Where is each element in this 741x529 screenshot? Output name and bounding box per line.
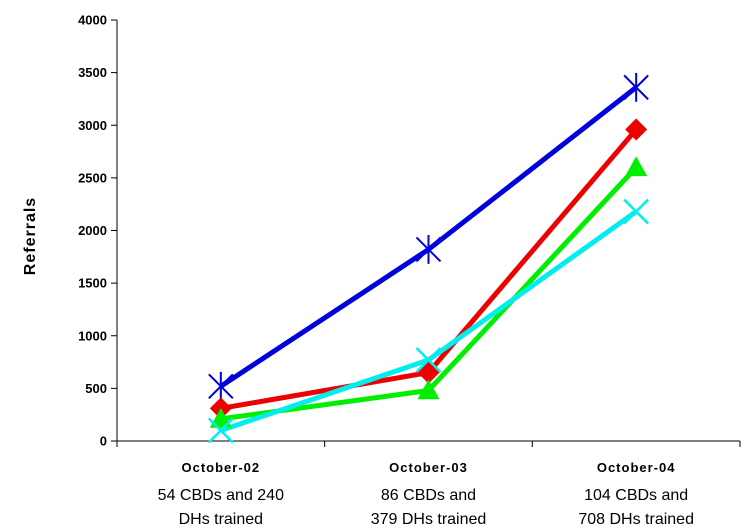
x-category-subtitle: 86 CBDs and [381,487,476,504]
y-tick-label: 2000 [78,223,107,238]
y-axis-label: Referrals [22,197,39,275]
y-tick-label: 0 [100,434,107,449]
y-tick-label: 1500 [78,276,107,291]
y-tick-label: 2500 [78,170,107,185]
data-point [623,198,650,225]
y-tick-label: 500 [85,381,107,396]
data-point [209,407,232,428]
series-markers [207,72,650,444]
data-point [623,72,649,102]
data-point [207,417,234,444]
data-point [415,347,442,373]
x-axis: October-02 54 CBDs and 240 DHs trained Octo… [116,440,741,528]
y-tick-label: 3000 [78,118,107,133]
x-category-subtitle: 708 DHs trained [578,511,694,528]
data-point [625,118,648,141]
x-category-subtitle: DHs trained [179,511,263,528]
y-tick-label: 4000 [78,13,107,28]
x-category-title: October-03 [389,460,468,475]
x-category-subtitle: 379 DHs trained [371,511,487,528]
data-point [415,235,442,264]
y-tick-label: 1000 [78,328,107,343]
x-category-title: October-04 [597,460,676,475]
data-point [208,371,234,401]
x-category-title: October-02 [182,460,261,475]
data-point [417,379,440,400]
x-category-subtitle: 54 CBDs and 240 [158,487,284,504]
y-axis: 0 500 1000 1500 2000 2500 3000 3500 4000 [78,13,118,449]
x-category-subtitle: 104 CBDs and [584,487,688,504]
data-point [625,156,648,177]
y-tick-label: 3500 [78,65,107,80]
